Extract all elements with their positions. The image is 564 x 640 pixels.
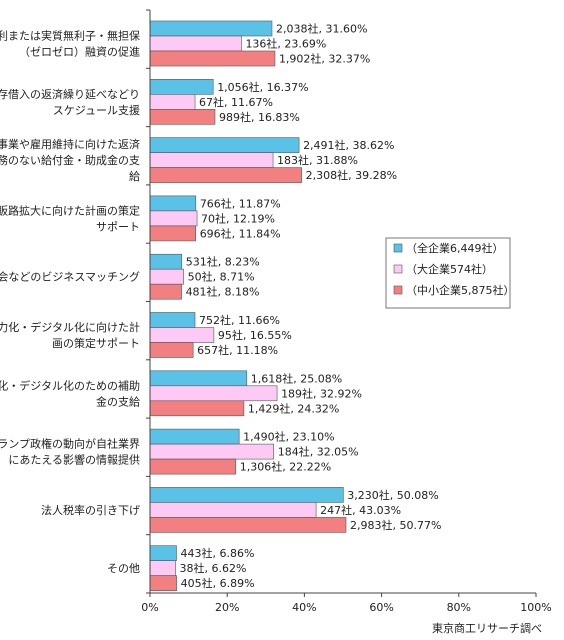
category-label: 販路拡大に向けた計画の策定 — [0, 203, 140, 217]
bar-3-7 — [149, 400, 245, 417]
bar-1-8 — [149, 428, 240, 445]
category-label: 給 — [129, 169, 140, 183]
bar-1-5 — [149, 253, 183, 270]
bar-3-8 — [149, 458, 237, 475]
bar-2-7 — [149, 385, 278, 402]
bar-1-6 — [149, 312, 196, 328]
data-label: 531社, 8.23% — [186, 255, 260, 269]
category-label: （ゼロゼロ）融資の促進 — [19, 45, 140, 59]
x-tick-label: 0% — [141, 601, 158, 614]
bar-1-3 — [149, 137, 300, 153]
data-label: 481社, 8.18% — [186, 285, 260, 299]
bar-3-2 — [149, 109, 216, 125]
category-label: スケジュール支援 — [53, 103, 140, 117]
category-label: その他 — [107, 562, 140, 575]
source-note: 東京商工リサーチ調べ — [432, 622, 542, 635]
bar-1-1 — [149, 20, 273, 37]
data-label: 405社, 6.89% — [181, 576, 255, 590]
category-label: 金の支給 — [96, 394, 140, 408]
data-label: 184社, 32.05% — [278, 445, 359, 459]
data-label: 752社, 11.66% — [199, 313, 280, 327]
category-label: 義務のない給付金・助成金の支 — [0, 153, 140, 167]
data-label: 38社, 6.62% — [180, 561, 247, 575]
bar-2-3 — [149, 152, 274, 168]
data-label: 1,306社, 22.22% — [240, 460, 331, 474]
data-label: 247社, 43.03% — [320, 503, 401, 517]
x-tick-label: 80% — [447, 601, 471, 614]
x-tick-label: 60% — [369, 601, 393, 614]
data-label: 136社, 23.69% — [245, 37, 326, 51]
category-label: 省力化・デジタル化に向けた計 — [0, 320, 140, 334]
bar-2-6 — [149, 327, 215, 343]
bar-3-6 — [149, 342, 194, 358]
data-label: 2,308社, 39.28% — [306, 168, 397, 182]
legend-label: （全企業6,449社） — [406, 241, 504, 255]
x-tick-label: 40% — [292, 601, 316, 614]
x-tick-label: 20% — [215, 601, 239, 614]
bar-2-8 — [149, 443, 275, 460]
data-label: 1,429社, 24.32% — [248, 401, 339, 415]
bar-2-1 — [149, 35, 242, 52]
x-tick-label: 100% — [520, 601, 551, 614]
data-label: 1,490社, 23.10% — [243, 430, 334, 444]
category-label: サポート — [96, 220, 140, 233]
legend-swatch — [393, 264, 403, 274]
category-label: 省力化・デジタル化のための補助 — [0, 378, 140, 392]
data-label: 70社, 12.19% — [201, 211, 275, 225]
bar-2-9 — [149, 502, 317, 518]
data-label: 67社, 11.67% — [199, 95, 273, 109]
data-label: 2,983社, 50.77% — [350, 518, 441, 532]
category-label: 画の策定サポート — [52, 336, 140, 350]
bar-3-10 — [149, 575, 177, 592]
category-label: 商談会などのビジネスマッチング — [0, 270, 140, 284]
category-label: 事業や雇用維持に向けた返済 — [0, 137, 140, 151]
data-label: 2,491社, 38.62% — [303, 138, 394, 152]
category-label: 法人税率の引き下げ — [41, 503, 140, 517]
legend-box — [385, 237, 511, 309]
bar-2-2 — [149, 94, 196, 110]
data-label: 1,056社, 16.37% — [217, 80, 308, 94]
data-label: 1,902社, 32.37% — [279, 52, 370, 66]
data-label: 766社, 11.87% — [200, 196, 281, 210]
data-label: 183社, 31.88% — [277, 153, 358, 167]
legend-swatch — [393, 243, 403, 253]
data-label: 696社, 11.84% — [200, 226, 281, 240]
category-label: にあたえる影響の情報提供 — [8, 453, 140, 467]
bar-1-9 — [149, 487, 344, 503]
bar-2-5 — [149, 268, 184, 285]
data-label: 50社, 8.71% — [188, 270, 255, 284]
data-label: 443社, 6.86% — [180, 546, 254, 560]
category-label: 既存借入の返済繰り延べなどり — [0, 87, 140, 101]
category-label: トランプ政権の動向が自社業界 — [0, 437, 140, 451]
bar-3-5 — [149, 283, 182, 300]
data-label: 2,038社, 31.60% — [276, 22, 367, 36]
data-label: 3,230社, 50.08% — [347, 488, 438, 502]
bar-2-4 — [149, 210, 198, 227]
bar-1-2 — [149, 79, 214, 95]
bar-3-4 — [149, 225, 197, 242]
legend-swatch — [393, 285, 403, 295]
bar-2-10 — [149, 560, 176, 577]
data-label: 1,618社, 25.08% — [251, 371, 342, 385]
legend-label: （大企業574社） — [406, 262, 493, 276]
bar-1-4 — [149, 195, 197, 212]
legend-label: （中小企業5,875社） — [406, 283, 515, 297]
bar-3-9 — [149, 517, 347, 533]
bar-3-3 — [149, 167, 302, 183]
data-label: 989社, 16.83% — [219, 110, 300, 124]
data-label: 657社, 11.18% — [197, 343, 278, 357]
data-label: 95社, 16.55% — [218, 328, 292, 342]
bar-1-10 — [149, 545, 177, 562]
category-label: 低利または実質無利子・無担保 — [0, 29, 140, 43]
data-label: 189社, 32.92% — [281, 386, 362, 400]
bar-3-1 — [149, 50, 276, 67]
bar-1-7 — [149, 370, 248, 387]
